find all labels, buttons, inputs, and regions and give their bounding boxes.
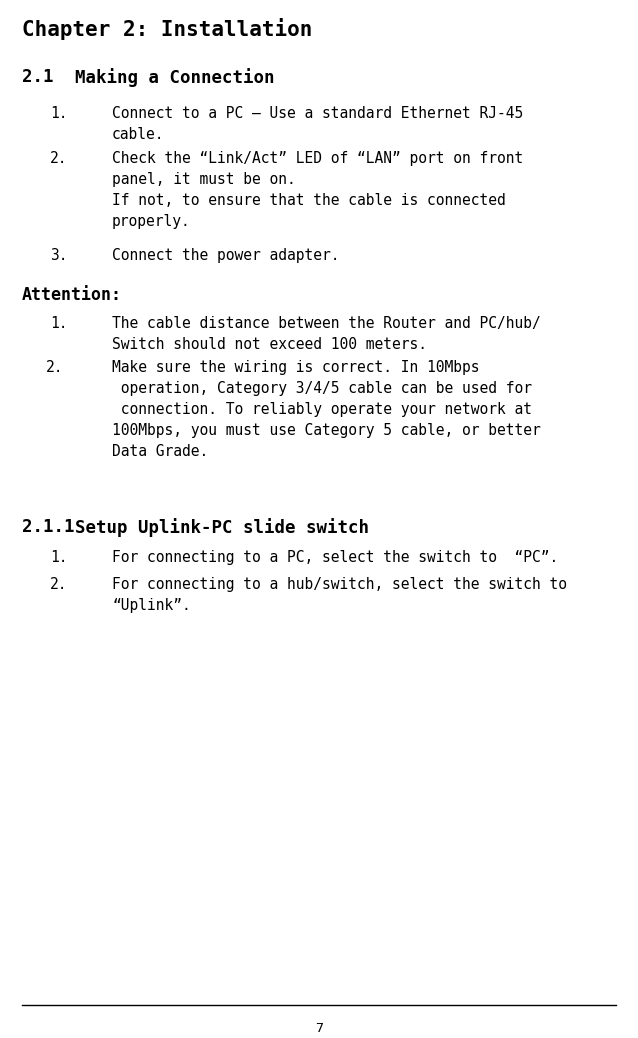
Text: Chapter 2: Installation: Chapter 2: Installation	[22, 18, 313, 40]
Text: Check the “Link/Act” LED of “LAN” port on front
panel, it must be on.
If not, to: Check the “Link/Act” LED of “LAN” port o…	[112, 151, 523, 229]
Text: The cable distance between the Router and PC/hub/
Switch should not exceed 100 m: The cable distance between the Router an…	[112, 316, 541, 352]
Text: 2.: 2.	[46, 360, 64, 375]
Text: 2.1: 2.1	[22, 69, 54, 86]
Text: 1.: 1.	[50, 550, 68, 565]
Text: 7: 7	[315, 1022, 323, 1035]
Text: Connect to a PC — Use a standard Ethernet RJ-45
cable.: Connect to a PC — Use a standard Etherne…	[112, 106, 523, 142]
Text: For connecting to a PC, select the switch to  “PC”.: For connecting to a PC, select the switc…	[112, 550, 558, 565]
Text: 3.: 3.	[50, 248, 68, 263]
Text: Making a Connection: Making a Connection	[75, 69, 274, 87]
Text: 2.: 2.	[50, 577, 68, 592]
Text: Connect the power adapter.: Connect the power adapter.	[112, 248, 339, 263]
Text: Setup Uplink-PC slide switch: Setup Uplink-PC slide switch	[75, 518, 369, 537]
Text: For connecting to a hub/switch, select the switch to
“Uplink”.: For connecting to a hub/switch, select t…	[112, 577, 567, 613]
Text: 2.1.1: 2.1.1	[22, 518, 75, 536]
Text: Make sure the wiring is correct. In 10Mbps
 operation, Category 3/4/5 cable can : Make sure the wiring is correct. In 10Mb…	[112, 360, 541, 459]
Text: Attention:: Attention:	[22, 286, 122, 304]
Text: 1.: 1.	[50, 316, 68, 331]
Text: 2.: 2.	[50, 151, 68, 166]
Text: 1.: 1.	[50, 106, 68, 121]
